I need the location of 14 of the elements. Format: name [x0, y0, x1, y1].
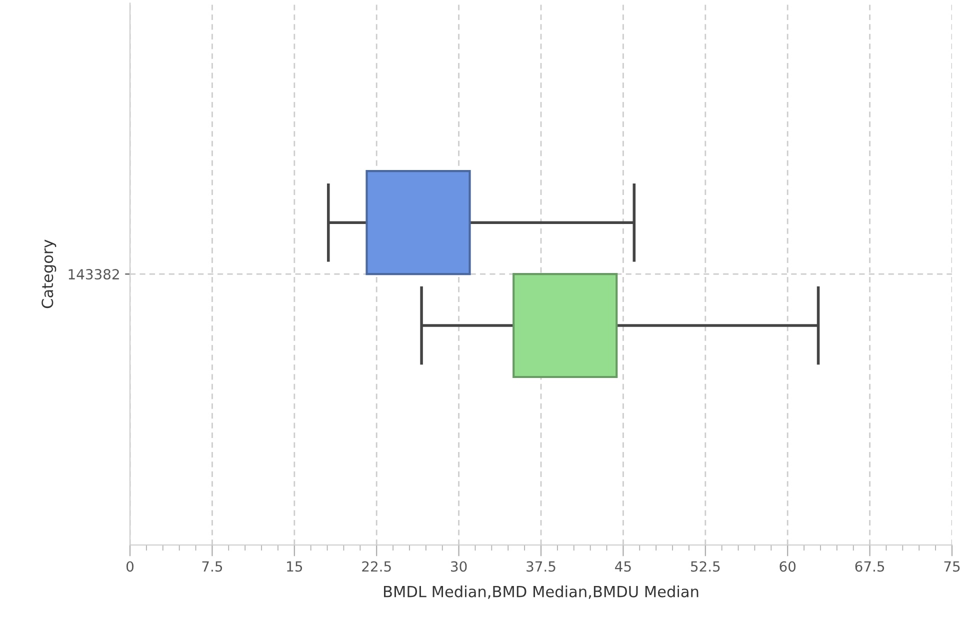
x-tick-label: 0: [126, 561, 134, 572]
x-tick-label: 22.5: [362, 561, 391, 572]
y-axis-title: Category: [42, 240, 56, 308]
x-tick-label: 37.5: [526, 561, 556, 572]
x-tick-label: 67.5: [855, 561, 884, 572]
x-tick-label: 60: [780, 561, 796, 572]
x-tick-label: 75: [944, 561, 960, 572]
x-tick-label: 15: [287, 561, 302, 572]
x-tick-label: 7.5: [202, 561, 222, 572]
x-tick-label: 45: [615, 561, 631, 572]
y-tick-label: 143382: [68, 269, 119, 280]
x-tick-label: 52.5: [691, 561, 720, 572]
x-tick-label: 30: [451, 561, 467, 572]
x-axis-title: BMDL Median,BMD Median,BMDU Median: [384, 586, 698, 599]
